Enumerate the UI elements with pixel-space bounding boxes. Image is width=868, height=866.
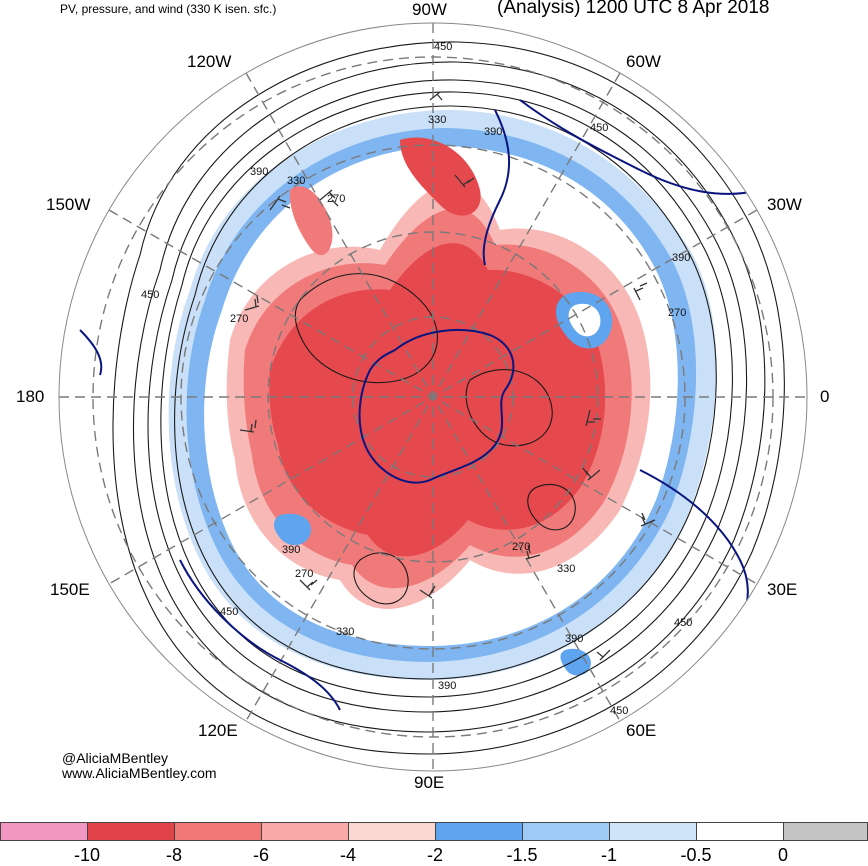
colorbar-tick: 0 (777, 845, 789, 865)
colorbar-swatch (348, 822, 436, 841)
contour-label: 330 (428, 114, 446, 126)
lon-label-90e: 90E (414, 773, 445, 792)
polar-map: 450 330 390 450 390 330 270 390 450 270 … (58, 22, 808, 772)
colorbar-tick: -6 (252, 845, 270, 865)
contour-label: 390 (672, 252, 690, 264)
colorbar-swatch (435, 822, 523, 841)
contour-label: 450 (674, 617, 692, 629)
contour-label: 390 (282, 544, 300, 556)
valid-time-title: (Analysis) 1200 UTC 8 Apr 2018 (497, 0, 770, 18)
map-boundary (58, 22, 808, 772)
colorbar-tick: -4 (339, 845, 357, 865)
contour-label: 390 (484, 126, 502, 138)
credit-twitter: @AliciaMBentley (62, 750, 169, 766)
colorbar-swatch (87, 822, 175, 841)
high-pv-core-area (269, 243, 606, 557)
colorbar-swatch (609, 822, 697, 841)
lon-label-150e: 150E (50, 580, 90, 599)
contour-label: 390 (250, 166, 268, 178)
contour-label: 270 (668, 307, 686, 319)
colorbar-tick: -1.5 (506, 845, 538, 865)
lon-label-120w: 120W (187, 52, 232, 71)
low-pv-patch (274, 513, 311, 546)
colorbar-swatch (696, 822, 784, 841)
colorbar-swatch (522, 822, 610, 841)
contour-label: 450 (590, 122, 608, 134)
contour-label: 390 (438, 680, 456, 692)
contour-label: 270 (512, 541, 530, 553)
colorbar-swatch (783, 822, 868, 841)
lon-label-30w: 30W (767, 195, 802, 214)
contour-label: 450 (141, 289, 159, 301)
contour-value-labels: 450 330 390 450 390 330 270 390 450 270 … (141, 41, 692, 717)
contour-label: 450 (434, 41, 452, 53)
product-title: PV, pressure, and wind (330 K isen. sfc.… (60, 2, 277, 16)
contour-label: 390 (565, 633, 583, 645)
lon-label-60w: 60W (626, 52, 661, 71)
low-pv-patch (568, 303, 601, 337)
colorbar-swatch (174, 822, 262, 841)
contour-label: 450 (220, 606, 238, 618)
colorbar-tick: -8 (165, 845, 183, 865)
contour-label: 270 (295, 568, 313, 580)
contour-label: 330 (557, 563, 575, 575)
colorbar-swatch (0, 822, 88, 841)
lon-label-180: 180 (16, 387, 45, 406)
contour-label: 450 (610, 705, 628, 717)
colorbar: -10 -8 -6 -4 -2 -1.5 -1 -0.5 0 (0, 822, 868, 865)
lon-label-120e: 120E (198, 721, 238, 740)
contour-label: 270 (230, 313, 248, 325)
lon-label-90w: 90W (412, 0, 447, 19)
colorbar-tick: -0.5 (680, 845, 712, 865)
lon-label-0: 0 (820, 387, 830, 406)
lat-lon-grid (59, 23, 807, 771)
contour-label: 270 (327, 193, 345, 205)
lon-label-30e: 30E (767, 580, 798, 599)
lon-label-150w: 150W (46, 195, 91, 214)
high-pv-streamer (400, 137, 481, 216)
isobar-contours (112, 41, 785, 755)
colorbar-tick: -10 (73, 845, 101, 865)
credit-website: www.AliciaMBentley.com (62, 765, 217, 781)
wind-barbs (239, 91, 656, 661)
colorbar-tick: -2 (426, 845, 444, 865)
contour-label: 330 (336, 626, 354, 638)
colorbar-tick: -1 (600, 845, 618, 865)
lon-label-60e: 60E (626, 721, 657, 740)
contour-label: 330 (287, 175, 305, 187)
colorbar-swatch (261, 822, 349, 841)
